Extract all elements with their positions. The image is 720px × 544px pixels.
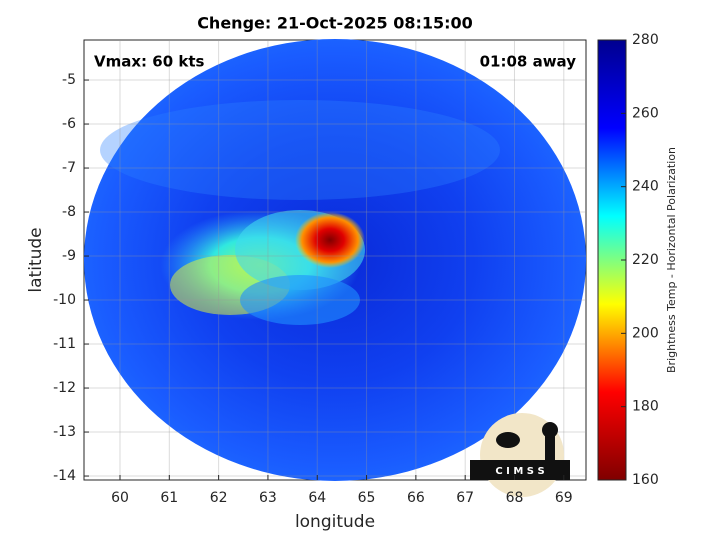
y-axis-label: latitude xyxy=(26,227,46,292)
y-tick-label: -8 xyxy=(62,204,76,220)
colorbar-tick-label: 260 xyxy=(632,105,659,121)
y-tick-label: -14 xyxy=(53,468,76,484)
x-tick-label: 63 xyxy=(259,490,277,506)
y-tick-label: -11 xyxy=(53,336,76,352)
annotation: 01:08 away xyxy=(480,53,577,71)
y-tick-label: -13 xyxy=(53,424,76,440)
annotation: Vmax: 60 kts xyxy=(94,53,204,71)
colorbar-tick-label: 280 xyxy=(632,32,659,48)
x-tick-label: 65 xyxy=(358,490,376,506)
colorbar-tick-label: 200 xyxy=(632,325,659,341)
chart-title: Chenge: 21-Oct-2025 08:15:00 xyxy=(197,14,473,33)
colorbar-tick-label: 240 xyxy=(632,179,659,195)
y-tick-label: -10 xyxy=(53,292,76,308)
y-tick-label: -7 xyxy=(62,160,76,176)
logo: C I M S S xyxy=(470,413,570,497)
y-tick-label: -9 xyxy=(62,248,76,264)
x-tick-label: 62 xyxy=(210,490,228,506)
x-tick-label: 60 xyxy=(111,490,129,506)
colorbar-tick-label: 220 xyxy=(632,252,659,268)
colorbar-label: Brightness Temp - Horizontal Polarizatio… xyxy=(665,147,678,373)
y-tick-label: -12 xyxy=(53,380,76,396)
colorbar-tick-label: 160 xyxy=(632,472,659,488)
colorbar-tick-label: 180 xyxy=(632,399,659,415)
logo-text: C I M S S xyxy=(495,466,544,477)
x-tick-label: 69 xyxy=(555,490,573,506)
x-tick-label: 66 xyxy=(407,490,425,506)
x-tick-label: 61 xyxy=(160,490,178,506)
x-tick-label: 64 xyxy=(308,490,326,506)
x-tick-label: 68 xyxy=(506,490,524,506)
satellite-image xyxy=(84,39,586,481)
y-tick-label: -5 xyxy=(62,72,76,88)
x-axis-label: longitude xyxy=(295,512,375,532)
x-tick-label: 67 xyxy=(456,490,474,506)
grid xyxy=(84,40,586,480)
y-tick-label: -6 xyxy=(62,116,76,132)
